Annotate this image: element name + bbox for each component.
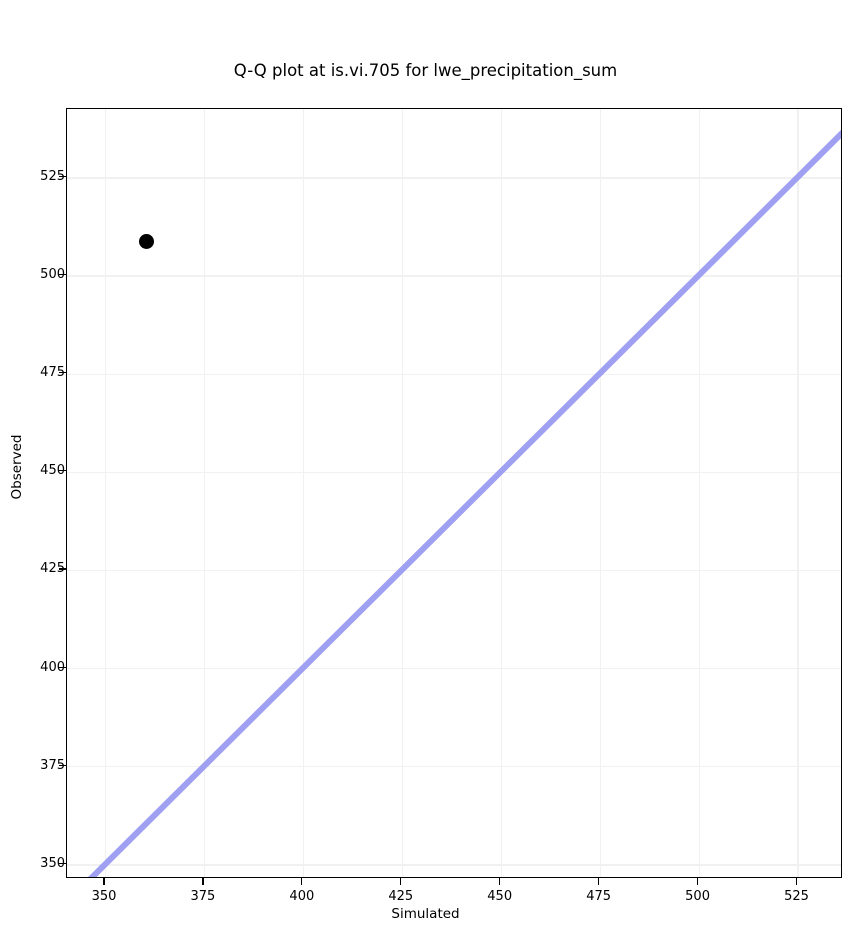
gridline-vertical [203,109,206,877]
gridlines [67,109,841,877]
gridline-horizontal [67,668,841,670]
gridline-vertical [401,109,403,877]
data-points [67,109,841,877]
x-tick-label: 375 [190,889,216,904]
y-tick-mark [59,764,66,766]
one-to-one-reference-line [88,130,841,877]
y-tick-label: 400 [40,659,65,675]
y-tick-label: 525 [40,168,65,184]
gridline-horizontal [67,177,841,179]
x-tick-label: 475 [586,889,612,904]
data-point [139,233,155,249]
y-tick-mark [59,273,66,276]
y-tick-label: 350 [40,855,65,871]
x-tick-label: 350 [91,889,117,904]
x-tick-mark [103,878,105,885]
reference-line-segment [88,130,841,877]
y-axis-label: Observed [9,434,25,500]
gridline-vertical [104,109,107,877]
y-tick-mark [59,862,66,865]
x-tick-mark [598,878,600,885]
y-tick-label: 450 [40,463,65,479]
y-tick-mark [59,666,66,668]
y-tick-mark [59,372,66,374]
x-tick-mark [301,878,303,885]
gridline-horizontal [67,275,841,277]
x-tick-label: 525 [784,889,809,904]
gridline-horizontal [67,471,841,473]
gridline-vertical [500,109,502,877]
gridline-vertical [302,109,305,877]
gridline-vertical [797,109,799,877]
x-tick-label: 450 [487,889,513,904]
y-tick-mark [59,175,66,177]
x-tick-mark [499,878,501,885]
x-tick-mark [697,878,699,885]
x-tick-mark [202,878,204,885]
gridline-horizontal [67,373,841,375]
gridline-horizontal [67,766,841,768]
gridline-horizontal [67,569,841,572]
y-tick-label: 375 [40,757,65,773]
y-tick-label: 425 [40,561,65,577]
gridline-vertical [698,109,700,877]
y-tick-mark [59,568,66,570]
gridline-vertical [599,109,601,877]
y-tick-label: 475 [40,365,65,381]
y-tick-label: 500 [40,266,65,282]
y-tick-mark [59,470,66,472]
x-tick-mark [795,878,798,885]
x-tick-label: 500 [685,889,710,904]
x-tick-label: 400 [289,889,315,904]
chart-title-line-1: Q-Q plot at is.vi.705 for lwe_precipitat… [233,61,618,80]
x-tick-mark [400,878,402,885]
gridline-horizontal [67,864,841,866]
plot-area [66,108,842,878]
x-axis-label: Simulated [391,906,460,922]
x-tick-label: 425 [388,889,414,904]
